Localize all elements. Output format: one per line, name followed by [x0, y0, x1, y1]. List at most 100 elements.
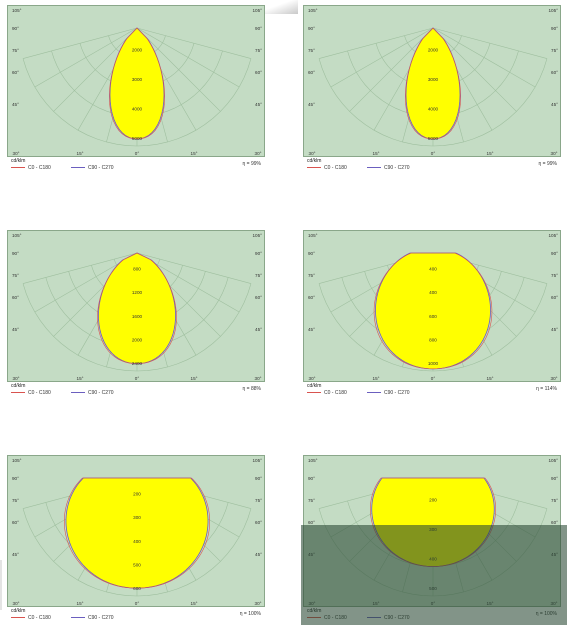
grid-spoke: [330, 27, 434, 88]
dark-overlay: [301, 525, 567, 625]
bottom-angle-label: 0°: [135, 151, 140, 156]
bottom-angle-label: 30°: [309, 151, 316, 156]
ring-label: 500: [133, 562, 141, 567]
bottom-angle-label: 30°: [13, 151, 20, 156]
bottom-angle-label: 15°: [191, 151, 198, 156]
efficiency-label: η = 100%: [239, 611, 261, 617]
edge-mark: [0, 560, 2, 610]
curve-c0-c180: [63, 477, 211, 589]
page-fold-corner: [262, 0, 298, 14]
angle-label-right: 45°: [255, 102, 262, 107]
angle-label-right: 45°: [551, 102, 558, 107]
angle-label-left: 90°: [308, 26, 315, 31]
ring-label: 300: [133, 515, 141, 520]
bottom-angle-label: 15°: [487, 376, 494, 381]
angle-label-right: 90°: [255, 476, 262, 481]
angle-label-right: 90°: [255, 251, 262, 256]
plot-area: 200 300 400 500 600 105° 90° 75° 60° 45° 105° 90° 75…: [7, 455, 265, 607]
grid-spoke: [136, 252, 252, 284]
angle-label-right: 105°: [252, 8, 262, 13]
angle-label-left: 75°: [308, 48, 315, 53]
curve-c0-c180: [373, 252, 493, 370]
ring-label: 3000: [428, 77, 439, 82]
angle-label-right: 90°: [551, 26, 558, 31]
grid-spoke: [432, 27, 536, 88]
angle-label-left: 60°: [308, 295, 315, 300]
angle-label-right: 60°: [255, 520, 262, 525]
chart-legend: cd/klm C0 - C180 C90 - C270 η = 88%: [9, 382, 265, 404]
legend-item-c90-c270: C90 - C270: [71, 390, 114, 396]
legend-item-c90-c270: C90 - C270: [71, 165, 114, 171]
grid-spoke: [22, 27, 138, 59]
angle-label-right: 60°: [255, 70, 262, 75]
bottom-angle-label: 0°: [135, 601, 140, 606]
legend-item-c0-c180: C0 - C180: [307, 390, 347, 396]
bottom-angle-label: 0°: [431, 376, 436, 381]
ring-label: 4000: [132, 107, 143, 112]
grid-spoke: [136, 27, 240, 88]
angle-label-left: 45°: [12, 327, 19, 332]
curve-c90-c270: [109, 27, 165, 140]
bottom-angle-label: 30°: [551, 376, 558, 381]
bottom-angle-label: 0°: [135, 376, 140, 381]
plot-area: 2000 3000 4000 5000 105° 90° 75° 60° 45° 105° 90° 7…: [303, 5, 561, 157]
chart-legend: cd/klm C0 - C180 C90 - C270 η = 99%: [9, 157, 265, 179]
angle-label-left: 60°: [12, 295, 19, 300]
angle-label-left: 45°: [308, 327, 315, 332]
angle-label-left: 75°: [308, 498, 315, 503]
unit-label: cd/klm: [11, 608, 26, 614]
legend-item-c90-c270: C90 - C270: [71, 615, 114, 621]
ring-label: 1200: [132, 290, 143, 295]
angle-label-left: 45°: [308, 102, 315, 107]
bottom-angle-label: 30°: [551, 151, 558, 156]
angle-label-right: 105°: [252, 458, 262, 463]
grid-spoke: [136, 27, 221, 112]
bottom-angle-label: 15°: [77, 151, 84, 156]
polar-plot-svg: 2000 3000 4000 5000 105° 90° 75° 60° 45° 105° 90° 7…: [308, 8, 558, 156]
legend-item-c90-c270: C90 - C270: [367, 165, 410, 171]
grid-spoke: [318, 27, 434, 59]
grid-spoke: [53, 27, 138, 112]
curve-c0-c180: [109, 27, 165, 140]
bottom-angle-label: 30°: [255, 601, 262, 606]
ring-label: 1600: [132, 314, 143, 319]
angle-label-right: 90°: [255, 26, 262, 31]
bottom-angle-label: 30°: [255, 376, 262, 381]
ring-label: 600: [133, 586, 141, 591]
grid-spoke: [34, 27, 138, 88]
polar-plot-svg: 800 1200 1600 2000 2400 105° 90° 75° 60° 45° 105° 9…: [12, 233, 262, 381]
angle-label-left: 75°: [12, 273, 19, 278]
angle-label-right: 75°: [255, 498, 262, 503]
angle-label-right: 90°: [551, 476, 558, 481]
bottom-angle-label: 0°: [431, 151, 436, 156]
angle-label-left: 45°: [12, 102, 19, 107]
angle-label-left: 105°: [308, 8, 318, 13]
ring-label: 2000: [428, 48, 439, 53]
angle-label-right: 75°: [551, 273, 558, 278]
unit-label: cd/klm: [307, 383, 322, 389]
ring-label: 400: [133, 539, 141, 544]
legend-item-c0-c180: C0 - C180: [11, 390, 51, 396]
bottom-angle-label: 30°: [13, 601, 20, 606]
angle-label-left: 60°: [12, 70, 19, 75]
grid-spoke: [22, 252, 138, 284]
polar-plot-svg: 400 400 600 800 1000 105° 90° 75° 60° 45° 105° 90° 7…: [308, 233, 558, 381]
angle-label-right: 45°: [255, 552, 262, 557]
ring-label: 1000: [428, 361, 439, 366]
angle-label-right: 105°: [548, 233, 558, 238]
curve-c0-c180: [97, 252, 177, 364]
ring-label: 5000: [428, 136, 439, 141]
bottom-angle-label: 15°: [77, 601, 84, 606]
angle-label-right: 105°: [548, 8, 558, 13]
angle-label-left: 90°: [308, 251, 315, 256]
grid-spoke: [432, 27, 548, 59]
angle-label-left: 105°: [308, 233, 318, 238]
angle-label-right: 90°: [551, 251, 558, 256]
angle-label-left: 105°: [12, 458, 22, 463]
ring-label: 200: [429, 498, 437, 503]
ring-label: 5000: [132, 136, 143, 141]
bottom-angle-label: 15°: [487, 151, 494, 156]
bottom-angle-label: 15°: [373, 376, 380, 381]
angle-label-left: 60°: [308, 70, 315, 75]
